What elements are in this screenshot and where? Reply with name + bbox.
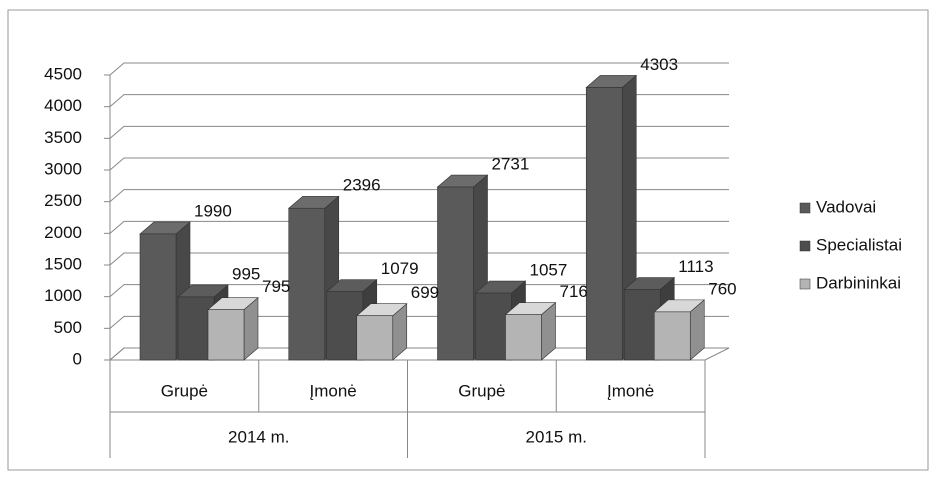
y-tick-label: 500 [54,318,82,337]
grid-line [109,220,729,234]
grid-line [109,189,729,203]
legend-label: Darbininkai [816,273,901,292]
x-tick-label: Grupė [458,381,505,400]
group-label: 2014 m. [228,427,289,446]
grid-line [109,157,729,171]
group-label: 2015 m. [526,427,587,446]
legend-swatch [799,278,811,290]
bar [437,186,474,361]
bar [585,87,623,361]
data-label: 699 [411,283,439,302]
x-tick-label: Įmonė [607,381,654,400]
bar [505,314,542,361]
bar [356,315,394,361]
data-label: 1113 [678,257,713,276]
data-label: 1079 [381,259,419,278]
y-tick-label: 2000 [44,223,82,242]
bar [207,309,245,361]
data-label: 2396 [343,176,381,195]
y-tick-label: 2500 [44,191,82,210]
y-tick-label: 3500 [44,128,82,147]
y-tick-label: 0 [73,349,82,368]
data-label: 1057 [530,261,568,280]
data-label: 1990 [194,201,232,220]
x-tick-label: Grupė [161,381,208,400]
y-tick-label: 1000 [44,286,82,305]
y-tick-label: 1500 [44,254,82,273]
legend-swatch [799,240,811,252]
grid-line [109,94,729,108]
legend-swatch [799,202,811,214]
y-tick-label: 4000 [44,96,82,115]
data-label: 2731 [492,155,530,174]
grid-line [109,125,729,139]
data-label: 795 [262,277,290,296]
grid-line [109,62,729,76]
grid-line [109,252,729,266]
legend-label: Specialistai [816,235,902,254]
bar [139,233,177,361]
grid-line [109,284,729,298]
data-label: 760 [708,279,736,298]
bar [288,207,326,361]
data-label: 4303 [640,55,678,74]
data-label: 995 [232,264,260,283]
y-tick-label: 3000 [44,159,82,178]
data-label: 716 [560,282,588,301]
legend-label: Vadovai [816,197,876,216]
bar [653,311,691,361]
x-tick-label: Įmonė [310,381,357,400]
y-tick-label: 4500 [44,64,82,83]
